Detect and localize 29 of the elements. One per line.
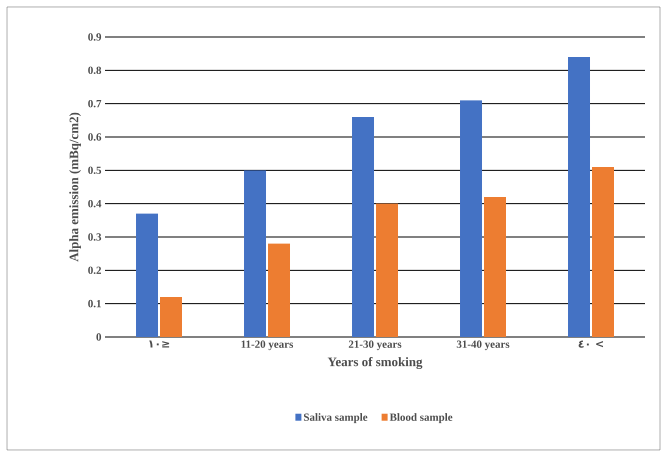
x-tick-label: ١٠≥: [149, 340, 170, 348]
y-tick-label: 0.5: [88, 166, 102, 174]
bar: [268, 244, 290, 337]
y-tick-label: 0: [96, 333, 102, 341]
y-tick-label: 0.3: [88, 233, 102, 241]
bar: [376, 204, 398, 337]
y-axis-title: Alpha emission (mBq/cm2): [69, 112, 81, 262]
legend-label: Saliva sample: [304, 413, 368, 424]
bar: [568, 56, 590, 337]
x-tick-label: 11-20 years: [242, 340, 294, 350]
x-tick-label: 31-40 years: [456, 340, 510, 350]
bar: [592, 166, 614, 337]
bar: [136, 214, 158, 337]
bar: [460, 100, 482, 337]
y-tick-label: 0.4: [88, 200, 102, 208]
y-tick-label: 0.6: [88, 133, 102, 141]
x-axis-title: Years of smoking: [328, 356, 422, 369]
legend-label: Blood sample: [390, 413, 452, 424]
x-tick-label: ٤٠ <: [578, 340, 604, 348]
y-tick-label: 0.7: [88, 100, 102, 108]
bar: [352, 116, 374, 337]
bar: [484, 196, 506, 337]
bar: [160, 296, 182, 337]
bar: [244, 170, 266, 337]
x-tick-label: 21-30 years: [348, 340, 402, 350]
y-tick-label: 0.8: [88, 66, 102, 74]
y-tick-label: 0.9: [88, 33, 102, 41]
y-tick-label: 0.2: [88, 266, 102, 274]
y-tick-label: 0.1: [88, 300, 101, 308]
